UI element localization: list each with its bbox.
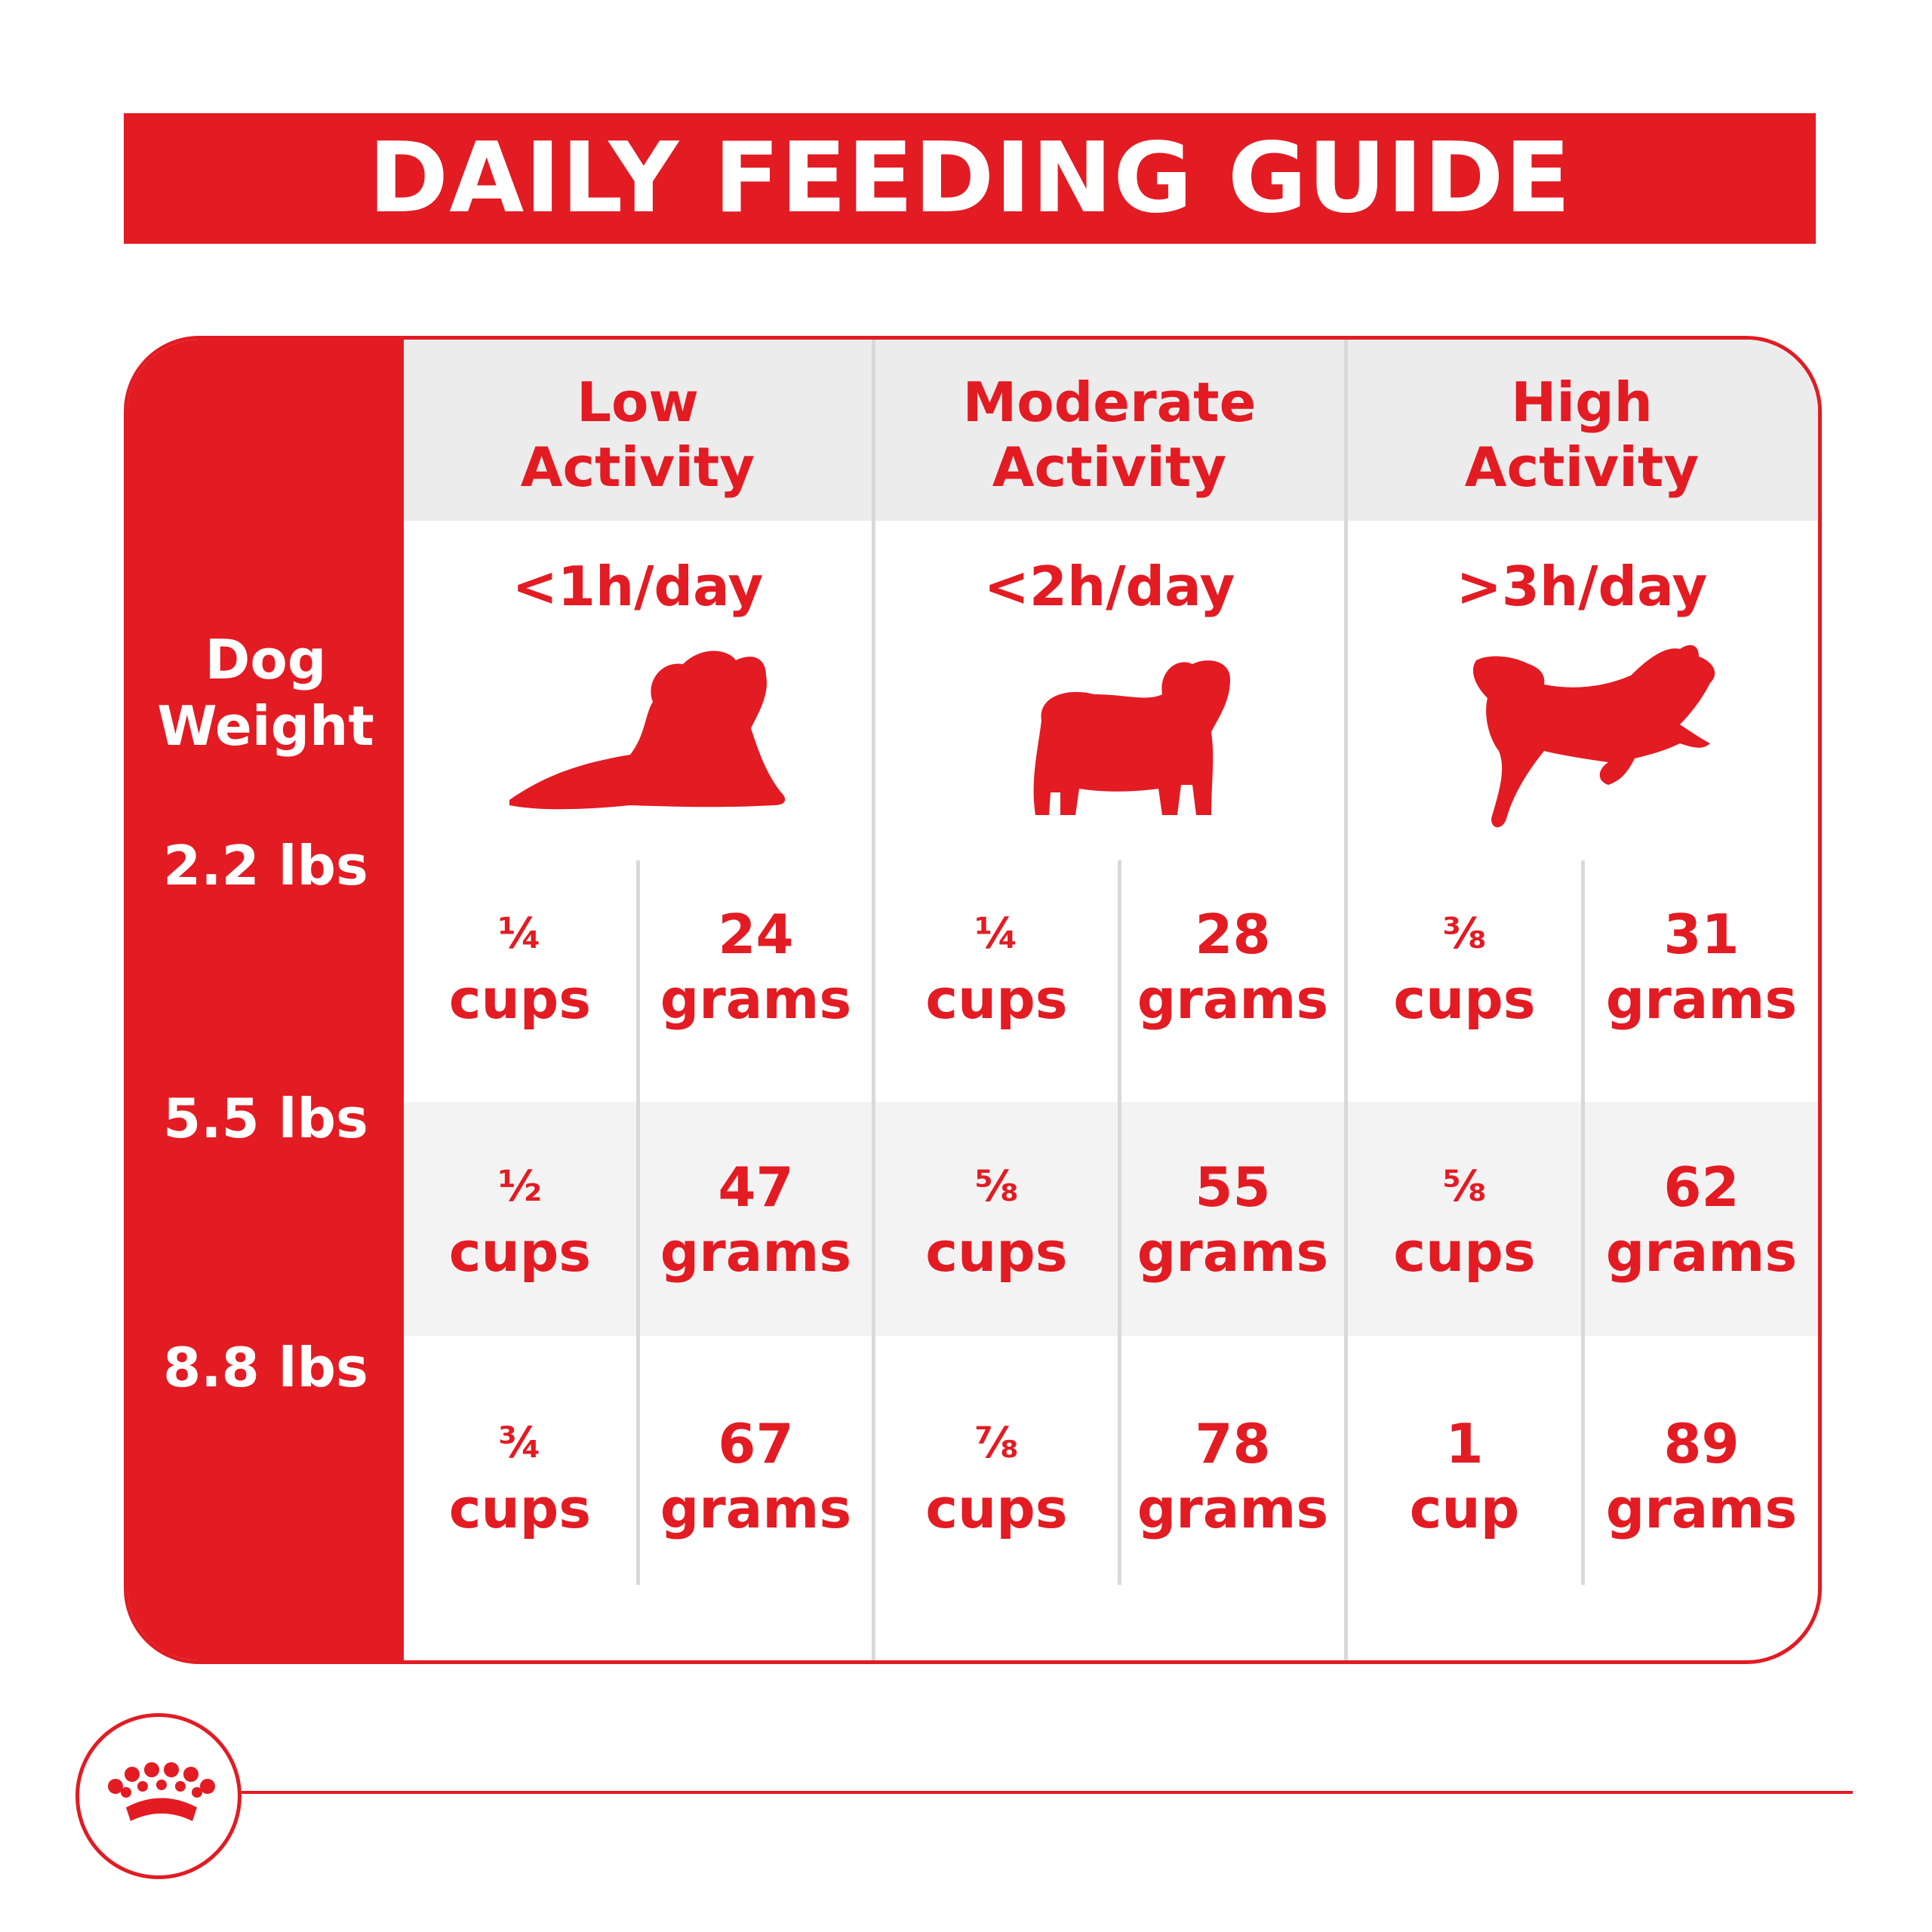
cups-unit: cups bbox=[1393, 968, 1536, 1031]
grams-unit: grams bbox=[660, 1220, 852, 1284]
running-dog-icon bbox=[1472, 645, 1715, 828]
activity-high-time: >3h/day bbox=[1456, 555, 1708, 618]
subcolumn-divider bbox=[1118, 860, 1121, 1585]
cups-cell: ⅞ cups bbox=[875, 1411, 1118, 1541]
activity-name: Moderate bbox=[962, 371, 1257, 434]
cups-amount: ¼ bbox=[498, 909, 542, 958]
cups-cell: ⅝ cups bbox=[875, 1155, 1118, 1284]
cups-cell: ¾ cups bbox=[404, 1411, 636, 1541]
standing-dog-icon bbox=[1033, 660, 1230, 815]
cups-amount: 1 bbox=[1445, 1412, 1484, 1475]
activity-name: Low bbox=[577, 371, 699, 434]
activity-name-line2: Activity bbox=[1464, 435, 1700, 499]
cups-cell: ¼ cups bbox=[404, 902, 636, 1032]
activity-moderate-time: <2h/day bbox=[983, 555, 1235, 618]
cups-unit: cups bbox=[925, 1477, 1068, 1540]
grams-unit: grams bbox=[1137, 1220, 1329, 1284]
grams-amount: 62 bbox=[1663, 1155, 1740, 1219]
grams-amount: 67 bbox=[718, 1412, 794, 1475]
weight-header: Dog Weight bbox=[128, 626, 404, 759]
grams-cell: 24 grams bbox=[640, 902, 872, 1032]
cups-cell: ⅜ cups bbox=[1348, 902, 1581, 1032]
weight-header-line1: Dog bbox=[205, 628, 327, 691]
grams-amount: 78 bbox=[1195, 1412, 1271, 1475]
column-divider bbox=[1344, 340, 1348, 1660]
activity-moderate-title: Moderate Activity bbox=[875, 370, 1343, 500]
cups-unit: cups bbox=[448, 1477, 592, 1540]
grams-cell: 31 grams bbox=[1585, 902, 1818, 1032]
grams-amount: 89 bbox=[1663, 1412, 1740, 1475]
column-divider bbox=[872, 340, 875, 1660]
activity-name-line2: Activity bbox=[520, 435, 755, 499]
cups-amount: ⅝ bbox=[974, 1162, 1019, 1211]
activity-name: High bbox=[1511, 371, 1653, 434]
grams-unit: grams bbox=[660, 1477, 852, 1540]
title-banner: DAILY FEEDING GUIDE bbox=[124, 113, 1816, 244]
activity-low-time: <1h/day bbox=[512, 555, 764, 618]
grams-amount: 28 bbox=[1195, 903, 1271, 966]
cups-unit: cups bbox=[1393, 1220, 1536, 1284]
grams-cell: 78 grams bbox=[1121, 1411, 1344, 1541]
grams-cell: 28 grams bbox=[1121, 902, 1344, 1032]
activity-header-band bbox=[404, 340, 1818, 521]
grams-cell: 47 grams bbox=[640, 1155, 872, 1284]
cups-amount: ⅞ bbox=[974, 1419, 1019, 1468]
grams-unit: grams bbox=[1137, 968, 1329, 1031]
cups-amount: ¼ bbox=[974, 909, 1019, 958]
grams-cell: 89 grams bbox=[1585, 1411, 1818, 1541]
weight-row-1: 2.2 lbs bbox=[163, 834, 368, 897]
grams-unit: grams bbox=[1605, 1477, 1798, 1540]
grams-cell: 62 grams bbox=[1585, 1155, 1818, 1284]
cups-amount: ⅝ bbox=[1442, 1162, 1487, 1211]
crown-icon bbox=[108, 1762, 215, 1821]
subcolumn-divider bbox=[1581, 860, 1585, 1585]
grams-amount: 47 bbox=[718, 1155, 794, 1219]
footer-rule bbox=[242, 1791, 1853, 1794]
weight-row-2: 5.5 lbs bbox=[163, 1087, 368, 1150]
grams-unit: grams bbox=[1605, 968, 1798, 1031]
cups-unit: cups bbox=[925, 1220, 1068, 1284]
cups-unit: cups bbox=[448, 1220, 592, 1284]
cups-amount: ⅜ bbox=[1442, 909, 1487, 958]
grams-unit: grams bbox=[1605, 1220, 1798, 1284]
grams-amount: 55 bbox=[1195, 1155, 1271, 1219]
activity-low-title: Low Activity bbox=[404, 370, 872, 500]
page-title: DAILY FEEDING GUIDE bbox=[368, 122, 1572, 235]
feeding-table: Dog Weight 2.2 lbs 5.5 lbs 8.8 lbs Low A… bbox=[124, 336, 1822, 1664]
grams-unit: grams bbox=[1137, 1477, 1329, 1540]
cups-cell: ⅝ cups bbox=[1348, 1155, 1581, 1284]
grams-cell: 67 grams bbox=[640, 1411, 872, 1541]
cups-amount: ½ bbox=[498, 1162, 542, 1211]
grams-amount: 24 bbox=[718, 903, 794, 966]
grams-amount: 31 bbox=[1663, 903, 1740, 966]
cups-cell: ½ cups bbox=[404, 1155, 636, 1284]
cups-unit: cups bbox=[448, 968, 592, 1031]
cups-amount: ¾ bbox=[498, 1419, 542, 1468]
subcolumn-divider bbox=[636, 860, 640, 1585]
brand-logo bbox=[75, 1713, 242, 1879]
activity-name-line2: Activity bbox=[992, 435, 1227, 499]
cups-cell: 1 cup bbox=[1348, 1411, 1581, 1541]
grams-cell: 55 grams bbox=[1121, 1155, 1344, 1284]
grams-unit: grams bbox=[660, 968, 852, 1031]
weight-row-3: 8.8 lbs bbox=[163, 1336, 368, 1399]
weight-header-line2: Weight bbox=[157, 694, 374, 758]
cups-unit: cup bbox=[1409, 1477, 1520, 1540]
activity-high-title: High Activity bbox=[1348, 370, 1816, 500]
weight-column: Dog Weight 2.2 lbs 5.5 lbs 8.8 lbs bbox=[128, 340, 404, 1660]
cups-unit: cups bbox=[925, 968, 1068, 1031]
lying-dog-icon bbox=[509, 651, 786, 810]
cups-cell: ¼ cups bbox=[875, 902, 1118, 1032]
